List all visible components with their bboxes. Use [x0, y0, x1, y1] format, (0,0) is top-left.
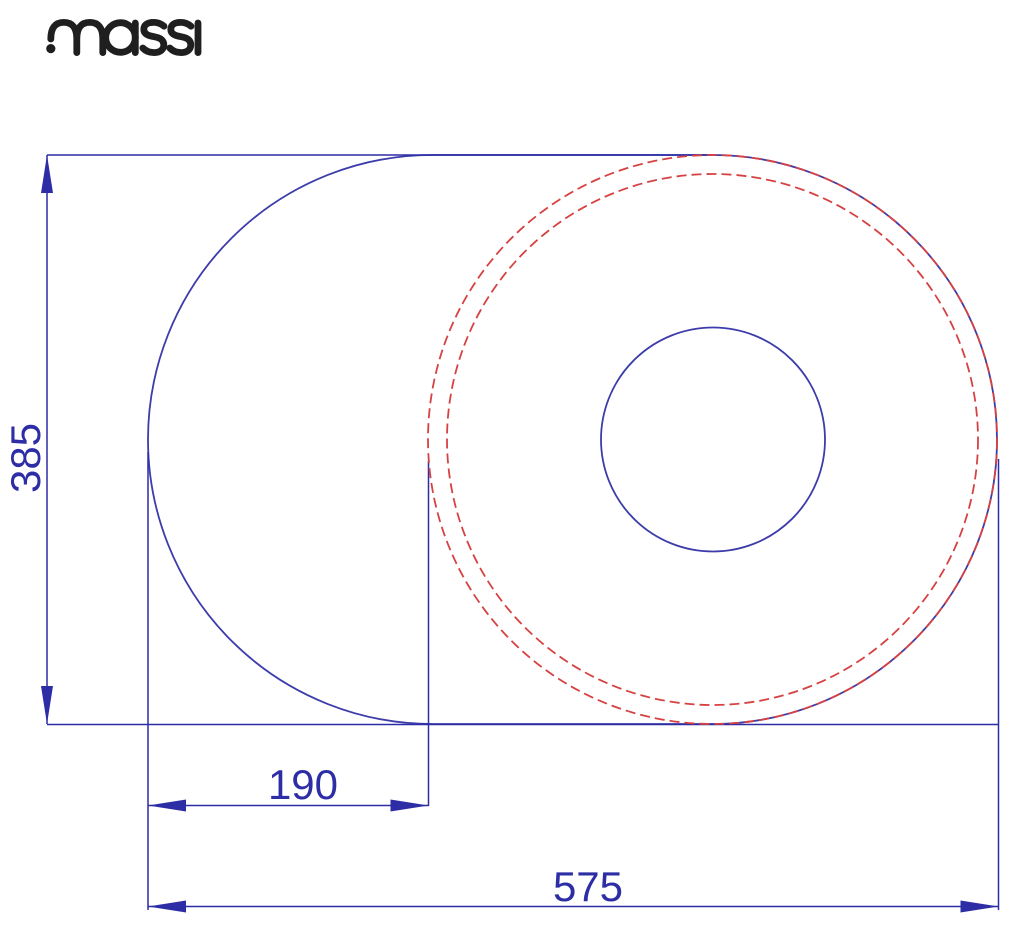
- arrow-offset-left: [148, 799, 186, 812]
- dimension-labels: 385 190 575: [2, 423, 623, 910]
- arrow-depth-bottom: [41, 686, 53, 724]
- arrow-width-left: [148, 900, 186, 913]
- logo-letter-m: [47, 19, 107, 56]
- massi-logo: massi: [46, 12, 202, 56]
- arrow-offset-right: [390, 799, 429, 812]
- logo-letter-s: [139, 19, 168, 56]
- bowl-offset-label: 190: [268, 761, 338, 808]
- arrow-width-right: [960, 900, 999, 913]
- sink-outline: [147, 154, 998, 725]
- width-label: 575: [553, 863, 623, 910]
- bowl-outer-rim-circle: [427, 154, 998, 725]
- depth-label: 385: [2, 423, 49, 493]
- drain-circle: [600, 326, 826, 553]
- logo-m-dot: [46, 44, 56, 54]
- bowl-inner-rim-circle: [446, 173, 979, 706]
- arrow-depth-top: [41, 155, 53, 193]
